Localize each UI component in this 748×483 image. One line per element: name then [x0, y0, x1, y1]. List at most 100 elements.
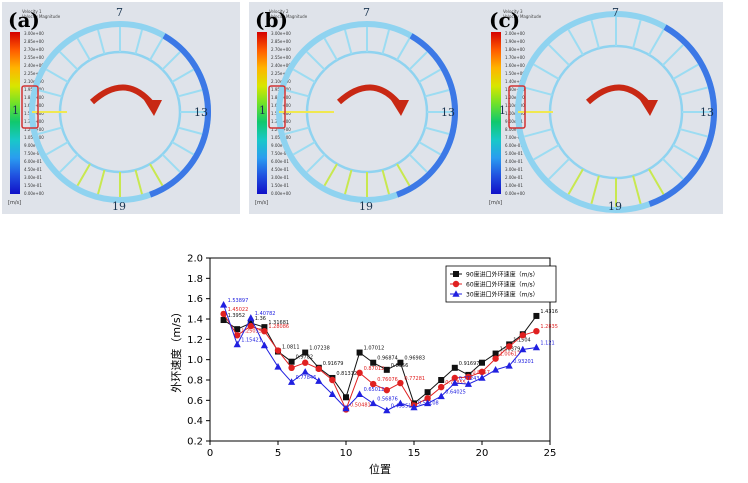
data-label: 1.121 [540, 340, 554, 346]
data-point [261, 328, 268, 335]
legend-tick-label: 2.55e+00 [271, 55, 291, 60]
data-point [424, 399, 432, 407]
legend-tick-label: 1.70e+00 [505, 55, 525, 60]
data-label: 1.07012 [364, 346, 385, 352]
panel-label: (a) [8, 8, 40, 32]
inlet-highlight-box [21, 85, 39, 129]
blade [408, 51, 428, 71]
data-label: 1.4316 [540, 309, 558, 315]
legend-header-line: Velocity Magnitude [22, 14, 61, 19]
data-label: 0.9782 [296, 355, 314, 361]
data-label: 0.77243 [459, 376, 480, 382]
data-point [260, 341, 268, 349]
legend-tick-label: 1.50e-01 [24, 183, 42, 188]
legend-tick-label: 2.85e+00 [24, 39, 44, 44]
legend-tick-label: 3.00e+00 [24, 31, 44, 36]
rotation-arrow-head [391, 100, 409, 116]
legend-tick-label: 1.50e-01 [271, 183, 289, 188]
blade [161, 153, 181, 173]
blade [548, 157, 571, 180]
data-point [288, 378, 296, 385]
legend-tick-label: 2.00e-01 [505, 175, 523, 180]
rotation-arrow [89, 84, 155, 107]
legend-tick-label: 4.00e-01 [505, 159, 523, 164]
data-label: 1.40782 [255, 311, 276, 317]
data-point [396, 399, 404, 407]
data-point [438, 377, 445, 383]
blade [661, 157, 684, 180]
blade [679, 128, 709, 138]
legend-tick-label: 7.00e-01 [505, 135, 523, 140]
data-point [397, 359, 404, 366]
data-point [532, 343, 540, 351]
x-tick-label: 15 [408, 448, 421, 459]
blade [76, 163, 91, 187]
y-tick-label: 1.4 [187, 315, 203, 326]
blade [177, 89, 203, 98]
data-point [519, 332, 526, 339]
data-point [247, 314, 255, 321]
data-point [451, 374, 458, 382]
data-point [342, 404, 350, 412]
blade [97, 169, 106, 195]
data-label: 1.36 [255, 316, 266, 322]
data-point [452, 290, 460, 297]
blade [344, 169, 353, 195]
data-point [302, 359, 309, 366]
blade [418, 68, 442, 83]
blade [37, 126, 63, 135]
position-label-bottom: 19 [112, 200, 126, 213]
data-label: 0.77281 [404, 376, 425, 382]
position-label-right: 13 [700, 106, 714, 119]
blade [396, 163, 411, 187]
data-point [301, 368, 309, 375]
legend-tick-label: 0.00e+00 [271, 191, 291, 196]
blade [323, 37, 338, 61]
data-label: 0.91679 [323, 361, 344, 367]
blade [567, 168, 584, 195]
legend-tick-label: 1.00e-01 [505, 183, 523, 188]
y-tick-label: 1.6 [187, 294, 203, 305]
legend-tick-label: 2.40e+00 [271, 63, 291, 68]
data-label: 0.53108 [418, 400, 439, 406]
legend-tick-label: 9.00e-01 [271, 143, 289, 148]
blade [533, 63, 560, 80]
legend-tick-label: 3.00e-01 [24, 175, 42, 180]
blade [76, 37, 91, 61]
blade [171, 68, 195, 83]
data-point [315, 377, 323, 384]
legend-header-line: Velocity 3 [503, 9, 523, 14]
blade [418, 141, 442, 156]
legend-entry: 90度进口外环速度（m/s） [466, 271, 539, 279]
data-point [478, 368, 486, 376]
data-label: 0.96983 [404, 356, 425, 362]
data-label: 1.1504 [513, 337, 531, 343]
data-point [356, 369, 363, 377]
legend-tick-label: 3.00e-01 [271, 175, 289, 180]
legend-color-bar [491, 32, 501, 194]
rotation-arrow-head [640, 100, 658, 116]
data-label: 0.8257 [472, 370, 490, 376]
legend-tick-label: 1.10e+00 [505, 103, 525, 108]
data-label: 0.93201 [513, 359, 534, 365]
blade [149, 163, 164, 187]
rotation-arrow-head [144, 100, 162, 116]
data-label: 0.56876 [377, 396, 398, 402]
legend-tick-label: 2.55e+00 [24, 55, 44, 60]
blade [381, 29, 390, 55]
blade [424, 126, 450, 135]
blade [59, 51, 79, 71]
blade [590, 175, 600, 205]
legend-tick-label: 6.00e-01 [24, 159, 42, 164]
data-point [451, 379, 459, 386]
data-point [220, 310, 227, 318]
data-point [479, 359, 485, 366]
data-point [343, 394, 349, 401]
blade [648, 168, 665, 195]
data-point [315, 365, 322, 373]
data-point [383, 406, 391, 414]
series-2: 1.53897 1.15421 1.40782 0.77846 0.65012 0.568… [220, 298, 555, 414]
data-label: 0.65012 [364, 387, 385, 393]
data-label: 0.64025 [445, 389, 466, 395]
legend-tick-label: 1.60e+00 [505, 63, 525, 68]
